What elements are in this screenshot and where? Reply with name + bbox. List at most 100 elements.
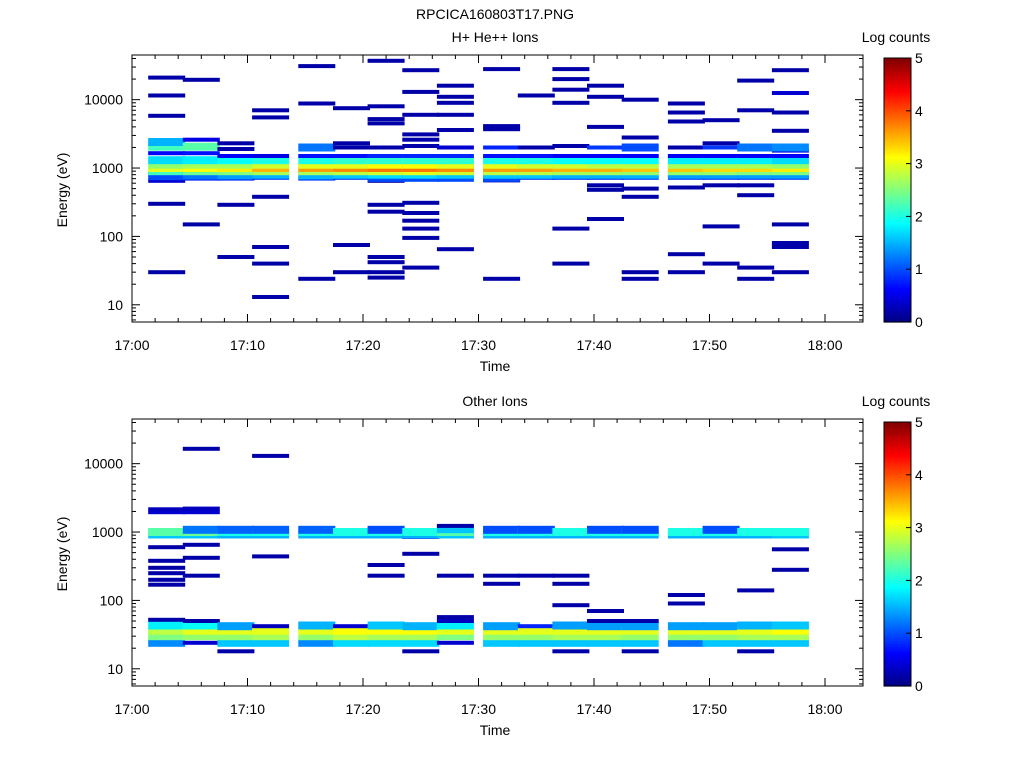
colorbar-segment [884,530,911,534]
heatmap-cell [436,525,474,534]
heatmap-cell [702,183,740,188]
heatmap-cell [252,295,290,299]
heatmap-cell [298,156,336,165]
colorbar-segment [884,221,911,225]
heatmap-cell [552,67,590,72]
colorbar-segment [884,424,911,428]
colorbar-segment [884,683,911,687]
colorbar-segment [884,274,911,278]
heatmap-cell [667,119,705,124]
colorbar-segment [884,63,911,67]
colorbar-segment [884,213,911,217]
heatmap-cell [552,154,590,158]
heatmap-cells [148,446,809,654]
colorbar-segment [884,266,911,270]
heatmap-cell [436,626,474,635]
heatmap-cell [436,160,474,169]
colorbar-segment [884,627,911,632]
colorbar-segment [884,437,911,442]
heatmap-cell [252,154,290,158]
colorbar-segment [884,488,911,492]
heatmap-cell [771,91,809,95]
colorbar-segment [884,667,911,671]
colorbar-segment [884,142,911,146]
heatmap-cell [148,142,186,151]
heatmap-cell [182,506,220,511]
heatmap-cell [702,261,740,266]
colorbar-segment [884,285,911,289]
colorbar-segment [884,58,911,62]
heatmap-cell [333,154,370,158]
colorbar-segment [884,662,911,666]
heatmap-cell [298,276,336,281]
heatmap-cell [367,525,405,534]
colorbar-segment [884,174,911,178]
heatmap-cell [483,67,521,72]
colorbar-segment [884,646,911,650]
colorbar-segment [884,203,911,207]
colorbar-segment [884,118,911,122]
heatmap-cell [367,270,405,275]
heatmap-cell [771,528,809,536]
heatmap-cell [517,154,555,158]
colorbar-segment [884,503,911,508]
heatmap-cell [148,582,186,587]
colorbar-segment [884,263,911,268]
heatmap-cell [402,156,440,165]
colorbar-segment [884,250,911,254]
colorbar-segment [884,73,911,78]
heatmap-cell [436,100,474,105]
heatmap-cell [587,183,624,188]
colorbar-segment [884,100,911,104]
heatmap-cell [667,601,705,606]
heatmap-cell [298,64,336,69]
heatmap-cell [483,145,521,150]
heatmap-cell [552,632,590,641]
colorbar-segment [884,314,911,318]
heatmap-cell [737,78,775,83]
heatmap-cell [252,624,290,629]
y-tick-label: 100 [100,228,124,244]
heatmap-cell [436,573,474,578]
colorbar-segment [884,564,911,568]
colorbar-segment [884,134,911,138]
heatmap-cell [148,138,186,146]
heatmap-cell [217,649,255,654]
y-tick-label: 1000 [92,160,123,176]
heatmap-cell [402,622,440,631]
heatmap-cell [148,632,186,641]
colorbar-segment [884,548,911,552]
heatmap-cell [737,621,775,630]
heatmap-cell [182,160,220,169]
heatmap-cell [402,265,440,270]
heatmap-cell [298,525,336,534]
colorbar-tick-label: 2 [915,572,923,588]
heatmap-cell [552,87,590,92]
heatmap-cell [252,453,290,458]
heatmap-cell [621,186,659,191]
colorbar-segment [884,522,911,526]
heatmap-cell [252,626,290,635]
panel-axes: 10 100 1000 10000 17:00 17:10 17:20 17:30 17:40 1… [84,54,864,353]
y-tick-label: 10000 [84,92,123,108]
heatmap-cell [148,172,186,181]
colorbar-segment [884,620,911,624]
heatmap-cell [483,276,521,281]
colorbar-segment [884,585,911,589]
heatmap-cell [771,68,809,73]
heatmap-cell [517,156,555,165]
heatmap-cell [737,528,775,536]
colorbar-segment [884,137,911,141]
colorbar-segment [884,561,911,566]
x-tick-label: 18:00 [807,337,842,353]
heatmap-cell [667,160,705,169]
colorbar-segment [884,124,911,128]
heatmap-cell [587,619,624,623]
heatmap-cell [771,245,809,249]
heatmap-cell [702,118,740,123]
colorbar-segment [884,319,911,323]
colorbar-segment [884,290,911,294]
heatmap-cell [621,525,659,534]
colorbar-segment [884,654,911,658]
colorbar-segment [884,472,911,476]
